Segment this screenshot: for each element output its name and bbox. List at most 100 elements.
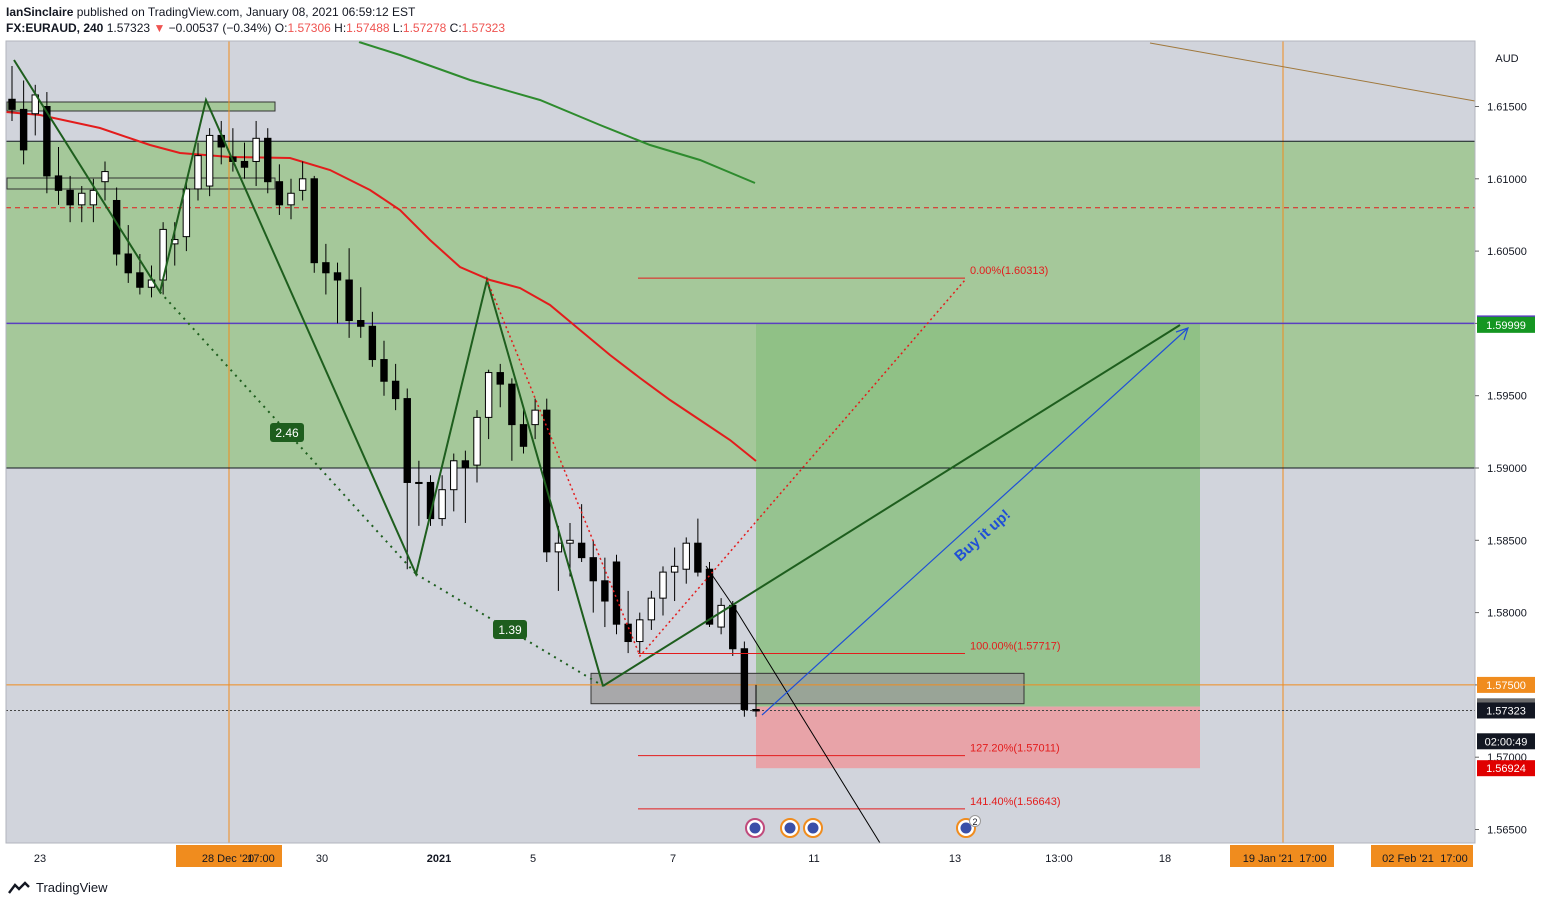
last-price: 1.57323 bbox=[106, 21, 151, 35]
open-value: 1.57306 bbox=[287, 21, 331, 35]
candle bbox=[636, 612, 644, 654]
high-label: H: bbox=[334, 21, 347, 35]
time-tick-label: 17:00 bbox=[1299, 853, 1327, 865]
candle-body-down bbox=[43, 106, 51, 177]
candle bbox=[484, 369, 493, 440]
candle bbox=[345, 248, 353, 338]
candle-body-down bbox=[240, 160, 249, 168]
candle-body-up bbox=[659, 571, 667, 599]
candle bbox=[287, 178, 295, 220]
time-tick-label: 13:00 bbox=[1045, 853, 1073, 865]
time-tick-label: 19 Jan '21 bbox=[1243, 853, 1293, 865]
candle bbox=[101, 161, 109, 201]
candle bbox=[450, 453, 458, 512]
candle-body-down bbox=[124, 253, 132, 274]
candle bbox=[368, 311, 377, 367]
candle-body-up bbox=[101, 171, 109, 183]
price-tick-label: 1.58500 bbox=[1487, 535, 1527, 547]
long-target bbox=[756, 323, 1200, 707]
candle-body-down bbox=[519, 424, 528, 447]
plot-area: 0.00%(1.60313) 100.00%(1.57717) 127.20%(1.… bbox=[6, 41, 1475, 843]
candle bbox=[589, 540, 597, 613]
candle-body-up bbox=[717, 604, 725, 628]
moving-average-red bbox=[6, 111, 757, 462]
candle-body-up bbox=[566, 539, 574, 544]
candle bbox=[659, 566, 667, 616]
candle bbox=[54, 146, 63, 205]
candle bbox=[519, 410, 528, 454]
fib-level-label: 0.00%(1.60313) bbox=[970, 265, 1048, 277]
symbol-name[interactable]: FX:EURAUD, 240 bbox=[6, 21, 104, 35]
candle bbox=[182, 178, 191, 252]
candle-body-down bbox=[357, 320, 365, 327]
candle-body-down bbox=[496, 372, 504, 385]
publish-line: IanSinclaire published on TradingView.co… bbox=[6, 4, 505, 20]
candle-body-down bbox=[403, 398, 411, 483]
price-tick-label: 1.59500 bbox=[1487, 391, 1527, 403]
candle bbox=[194, 142, 202, 201]
candle-body-down bbox=[752, 708, 760, 712]
zone-box-0 bbox=[6, 101, 276, 112]
price-tick-label: 1.58000 bbox=[1487, 608, 1527, 620]
economic-event-icon-core bbox=[749, 822, 761, 834]
candle bbox=[43, 92, 51, 194]
price-tick-label: 1.56500 bbox=[1487, 825, 1527, 837]
time-highlight bbox=[1230, 845, 1334, 867]
pattern-ratio-line-bd bbox=[415, 573, 604, 687]
trend-line bbox=[1149, 42, 1475, 102]
candle-body-up bbox=[252, 137, 260, 162]
candle-body-down bbox=[694, 542, 702, 573]
price-tag-label: 1.59999 bbox=[1486, 320, 1526, 332]
candle-body-down bbox=[54, 175, 63, 191]
moving-average-green bbox=[358, 41, 756, 184]
price-tick-label: 1.61500 bbox=[1487, 102, 1527, 114]
candle bbox=[601, 557, 609, 628]
candle bbox=[403, 388, 411, 570]
candle-body-down bbox=[345, 279, 353, 322]
candle-body-down bbox=[8, 98, 16, 110]
tradingview-footer[interactable]: TradingView bbox=[8, 880, 108, 895]
candle bbox=[205, 128, 214, 197]
candle bbox=[391, 363, 400, 411]
candle bbox=[682, 537, 690, 584]
candle bbox=[8, 66, 16, 121]
ratio-badge bbox=[270, 423, 304, 442]
candle-body-up bbox=[298, 178, 307, 191]
candle-body-up bbox=[78, 192, 86, 206]
candle bbox=[438, 475, 446, 526]
zone-box-1 bbox=[6, 177, 276, 190]
time-tick-label: 17:00 bbox=[247, 853, 275, 865]
buy-arrow-line bbox=[761, 327, 1189, 716]
candle-body-down bbox=[19, 108, 28, 151]
time-tick-label: 7 bbox=[670, 853, 676, 865]
time-highlight bbox=[1371, 845, 1473, 867]
time-tick-label: 5 bbox=[530, 853, 536, 865]
candle-body-up bbox=[647, 597, 656, 621]
candle-body-up bbox=[438, 489, 446, 520]
candle bbox=[333, 262, 342, 324]
tradingview-logo-icon bbox=[8, 880, 30, 894]
time-tick-label: 11 bbox=[808, 853, 819, 865]
candle-body-down bbox=[368, 325, 377, 361]
candle bbox=[612, 554, 621, 635]
price-tag-label: 1.56924 bbox=[1486, 763, 1526, 775]
candle-body-down bbox=[380, 359, 388, 382]
change-arrow-icon: ▼ bbox=[153, 21, 166, 35]
low-value: 1.57278 bbox=[402, 21, 447, 35]
pattern-projection-line bbox=[602, 324, 1181, 687]
candle bbox=[670, 547, 679, 602]
time-tick-label: 17:00 bbox=[1440, 853, 1468, 865]
candle bbox=[694, 518, 702, 577]
candle bbox=[322, 243, 330, 295]
close-label: C: bbox=[449, 21, 462, 35]
price-tag-label: 1.57500 bbox=[1486, 680, 1526, 692]
candle bbox=[752, 684, 760, 717]
candle bbox=[264, 128, 272, 194]
candle-body-down bbox=[577, 542, 586, 559]
open-label: O: bbox=[274, 21, 288, 35]
publisher-name[interactable]: IanSinclaire bbox=[6, 5, 74, 19]
candle-body-up bbox=[531, 409, 539, 426]
candle-body-up bbox=[287, 192, 295, 206]
economic-event-icon-core bbox=[960, 822, 972, 834]
